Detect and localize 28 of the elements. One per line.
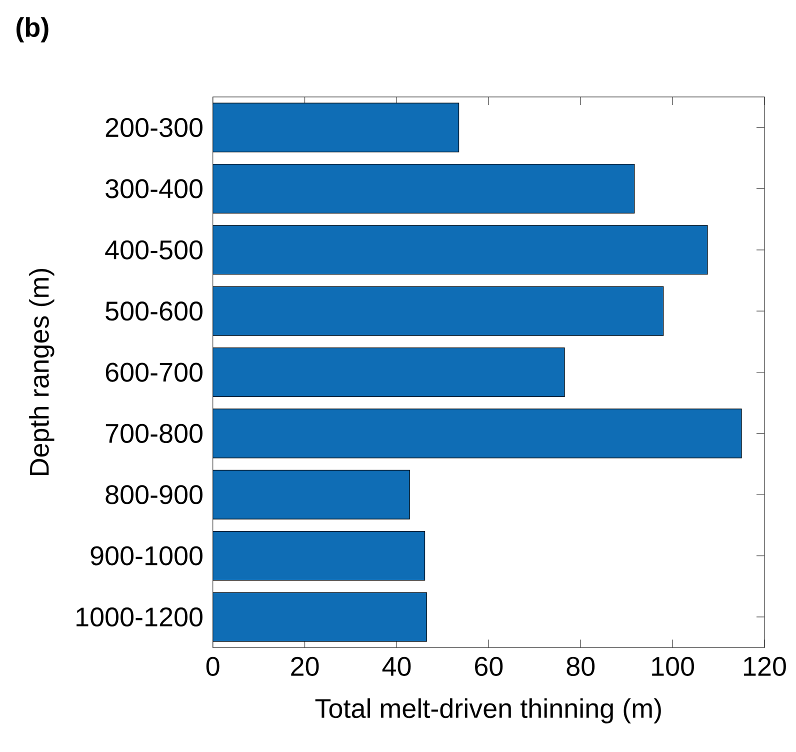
x-tick-label: 20 — [291, 657, 319, 676]
x-tick-label: 60 — [475, 657, 503, 676]
bar — [212, 103, 460, 153]
y-tick-label: 1000-1200 — [76, 608, 202, 627]
y-tick-label: 300-400 — [106, 179, 202, 199]
y-tick-label: 600-700 — [106, 362, 202, 382]
x-tick-label: 100 — [652, 657, 694, 676]
x-tick-label: 40 — [382, 657, 411, 676]
y-tick-label: 400-500 — [105, 240, 202, 260]
x-tick-label: 0 — [206, 657, 220, 676]
bar — [212, 470, 410, 520]
y-tick-label: 200-300 — [106, 118, 202, 138]
bar — [212, 164, 635, 214]
bar — [212, 348, 565, 398]
x-axis-title: Total melt-driven thinning (m) — [315, 698, 661, 724]
bar — [212, 408, 742, 458]
bar — [212, 286, 664, 336]
y-tick-label: 800-900 — [106, 485, 202, 504]
x-tick-label: 80 — [566, 657, 595, 676]
y-tick-label: 500-600 — [106, 302, 202, 321]
chart-title: (b) — [16, 17, 48, 43]
bar — [212, 225, 708, 275]
bar — [212, 592, 427, 642]
y-axis-title: Depth ranges (m) — [29, 269, 54, 476]
bar — [212, 531, 426, 581]
x-tick-label: 120 — [744, 657, 786, 676]
y-tick-label: 900-1000 — [90, 546, 202, 566]
y-tick-label: 700-800 — [106, 424, 202, 444]
